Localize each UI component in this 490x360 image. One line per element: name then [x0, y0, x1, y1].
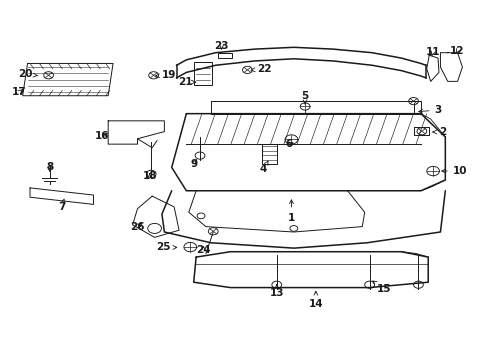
Bar	[194, 62, 212, 85]
Bar	[218, 53, 232, 58]
Text: 3: 3	[419, 105, 441, 115]
Text: 9: 9	[190, 159, 197, 169]
Text: 8: 8	[46, 162, 53, 172]
Text: 12: 12	[450, 46, 465, 56]
Text: 14: 14	[309, 291, 323, 309]
Text: 23: 23	[214, 41, 229, 50]
Text: 13: 13	[270, 285, 284, 298]
Text: 24: 24	[196, 245, 211, 255]
Text: 17: 17	[12, 87, 26, 97]
Text: 11: 11	[426, 46, 441, 57]
Text: 25: 25	[156, 242, 177, 252]
Text: 26: 26	[130, 222, 145, 231]
Text: 19: 19	[155, 70, 176, 80]
Text: 10: 10	[441, 166, 467, 176]
Text: 21: 21	[178, 77, 196, 87]
Text: 4: 4	[260, 161, 268, 174]
Text: 2: 2	[433, 127, 446, 137]
Text: 22: 22	[251, 64, 272, 74]
Text: 18: 18	[143, 171, 157, 181]
Text: 15: 15	[373, 281, 392, 294]
Text: 6: 6	[285, 139, 293, 149]
Text: 16: 16	[95, 131, 109, 141]
Text: 1: 1	[288, 200, 295, 222]
Text: 5: 5	[301, 91, 309, 104]
Text: 7: 7	[58, 199, 66, 212]
Text: 20: 20	[18, 69, 38, 79]
